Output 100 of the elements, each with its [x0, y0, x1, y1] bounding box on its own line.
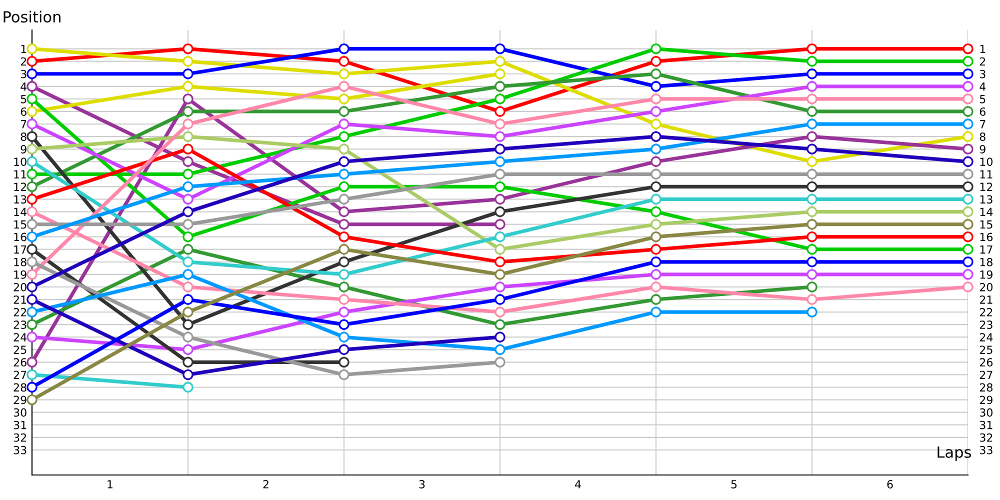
x-tick-label: 6	[887, 480, 893, 488]
point	[338, 81, 350, 92]
y-tick-label: 25	[14, 346, 26, 354]
point	[962, 168, 974, 180]
point	[962, 269, 974, 280]
y2-tick-label: 16	[980, 232, 993, 242]
y2-tick-label: 27	[980, 370, 992, 379]
point	[26, 68, 38, 80]
point	[26, 181, 38, 192]
point	[182, 194, 194, 205]
y2-tick-label: 31	[980, 420, 992, 430]
y2-tick-label: 13	[980, 195, 992, 204]
point	[338, 144, 350, 154]
y2-tick-label: 4	[980, 82, 986, 91]
point	[182, 306, 194, 318]
point	[806, 106, 818, 117]
point	[182, 244, 194, 255]
point	[338, 194, 350, 205]
point	[650, 144, 662, 154]
point	[650, 231, 662, 242]
point	[494, 218, 506, 230]
y-tick-label: 31	[14, 420, 26, 430]
y-tick-label: 5	[20, 95, 26, 104]
y2-tick-label: 15	[980, 220, 992, 229]
y2-tick-label: 21	[980, 295, 992, 304]
point	[338, 181, 350, 192]
point	[182, 319, 194, 330]
y-tick-label: 14	[14, 208, 27, 216]
point	[650, 306, 662, 318]
point	[26, 43, 38, 54]
point	[26, 282, 38, 292]
point	[338, 43, 350, 54]
x-tick-label: 3	[419, 480, 425, 488]
y-tick-label: 32	[14, 433, 26, 442]
point	[650, 194, 662, 205]
point	[182, 106, 194, 117]
point	[338, 131, 350, 142]
y2-tick-label: 33	[980, 446, 992, 454]
y2-tick-label: 29	[980, 396, 992, 404]
point	[182, 156, 194, 167]
point	[338, 156, 350, 167]
point	[806, 144, 818, 154]
point	[338, 168, 350, 180]
point	[494, 282, 506, 292]
point	[182, 181, 194, 192]
point	[338, 356, 350, 368]
point	[182, 332, 194, 342]
point	[338, 319, 350, 330]
point	[182, 43, 194, 54]
point	[494, 319, 506, 330]
point	[26, 332, 38, 342]
point	[806, 244, 818, 255]
point	[494, 168, 506, 180]
point	[962, 118, 974, 130]
y-tick-label: 19	[14, 270, 26, 279]
point	[338, 332, 350, 342]
y2-tick-label: 14	[980, 208, 993, 216]
y-axis-title: Position	[4, 10, 60, 23]
y2-tick-label: 30	[980, 408, 993, 417]
point	[26, 394, 38, 406]
y2-tick-label: 3	[980, 70, 986, 78]
point	[182, 56, 194, 67]
point	[650, 218, 662, 230]
point	[650, 106, 662, 117]
point	[26, 218, 38, 230]
point	[338, 118, 350, 130]
point	[182, 369, 194, 380]
y-tick-label: 33	[14, 446, 26, 454]
point	[494, 356, 506, 368]
point	[962, 94, 974, 104]
y-tick-label: 27	[14, 370, 26, 379]
point	[182, 118, 194, 130]
point	[650, 94, 662, 104]
point	[962, 156, 974, 167]
point	[338, 256, 350, 268]
point	[26, 94, 38, 104]
y-tick-label: 12	[14, 182, 26, 191]
y2-tick-label: 1	[980, 44, 986, 54]
point	[182, 344, 194, 355]
y-tick-label: 17	[14, 245, 26, 254]
point	[182, 218, 194, 230]
point	[650, 206, 662, 218]
point	[650, 43, 662, 54]
point	[338, 306, 350, 318]
y-tick-label: 13	[14, 195, 26, 204]
point	[338, 56, 350, 67]
y2-tick-label: 20	[980, 282, 993, 292]
point	[650, 131, 662, 142]
point	[650, 168, 662, 180]
point	[494, 81, 506, 92]
x-axis-title: Laps	[938, 446, 971, 461]
point	[182, 131, 194, 142]
y-tick-label: 4	[20, 82, 27, 91]
point	[182, 231, 194, 242]
point	[962, 256, 974, 268]
point	[806, 294, 818, 305]
point	[962, 43, 974, 54]
y2-tick-label: 11	[980, 170, 992, 178]
point	[494, 181, 506, 192]
x-tick-label: 2	[263, 480, 268, 488]
